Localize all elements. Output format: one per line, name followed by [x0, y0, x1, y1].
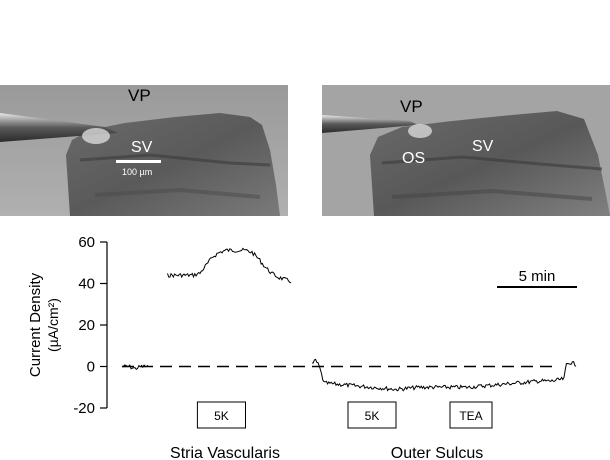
- treatment-box: [449, 401, 493, 429]
- trace-0-0: [121, 364, 149, 370]
- y-tick-label: 0: [87, 359, 95, 376]
- vp-label-right: VP: [400, 97, 423, 116]
- y-tick-label: 60: [78, 234, 95, 251]
- sv-label-left: SV: [131, 139, 153, 156]
- treatment-label: 5K: [365, 409, 380, 423]
- y-tick-label: -20: [73, 400, 95, 417]
- scale-bar: [116, 160, 161, 163]
- stria-vascularis-micrograph: [0, 85, 288, 216]
- os-label: OS: [402, 150, 426, 167]
- sv-label-right: SV: [472, 138, 494, 155]
- outer-sulcus-micrograph: [322, 85, 610, 216]
- vp-label-left: VP: [128, 86, 151, 105]
- current-density-chart: 60 40 20 0 -20 Current Density (µA/cm²) 5K Stria…: [27, 234, 577, 460]
- panel-name: Stria Vascularis: [170, 445, 280, 460]
- y-tick-label: 20: [78, 317, 95, 334]
- trace-0-1: [167, 247, 292, 284]
- trace-1-0: [312, 358, 577, 392]
- treatment-label: 5K: [214, 409, 229, 423]
- panel-name: Outer Sulcus: [391, 445, 483, 460]
- treatment-box: [196, 401, 246, 429]
- y-tick-label: 40: [78, 276, 95, 293]
- scale-bar-label: 100 µm: [122, 167, 153, 177]
- y-axis-label: Current Density: [27, 272, 44, 377]
- time-scale-label: 5 min: [519, 268, 556, 285]
- y-axis-units: (µA/cm²): [45, 298, 61, 352]
- treatment-box: [347, 401, 397, 429]
- treatment-label: TEA: [459, 409, 482, 423]
